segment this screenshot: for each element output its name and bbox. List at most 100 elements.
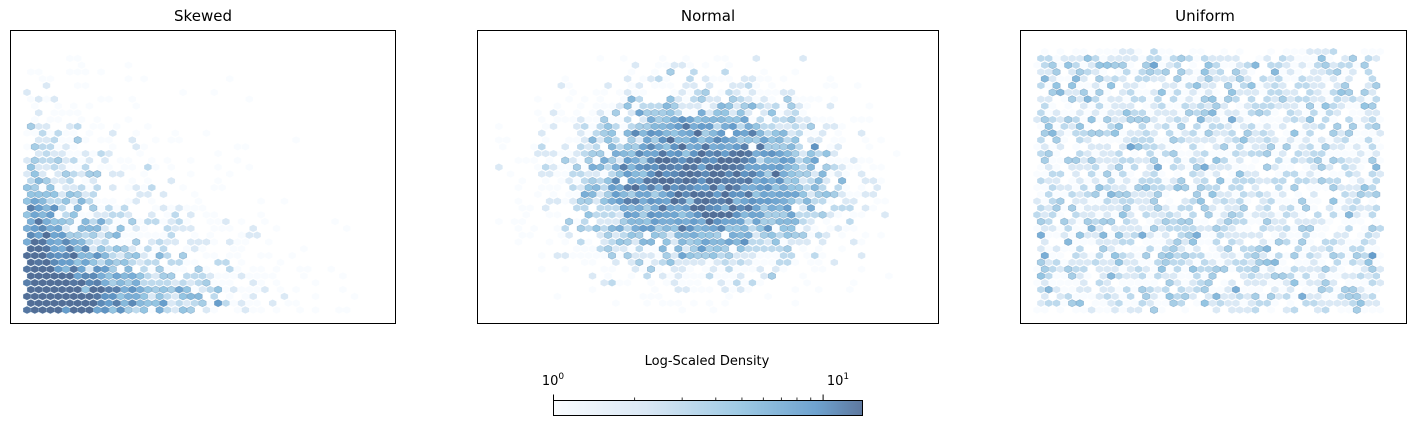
hexbin-cell — [1333, 149, 1342, 158]
hexbin-cell — [124, 224, 133, 233]
hexbin-cell — [1271, 190, 1279, 199]
hexbin-cell — [1275, 61, 1283, 69]
hexbin-cell — [128, 231, 137, 239]
hexbin-cell — [1216, 231, 1225, 239]
hexbin-cell — [799, 95, 807, 103]
hexbin-cell — [1232, 204, 1240, 212]
hexbin-cell — [163, 224, 172, 233]
hexbin-cell — [89, 149, 98, 158]
hexbin-cell — [764, 88, 772, 97]
hexbin-cell — [1173, 129, 1182, 137]
hexbin-cell — [1341, 299, 1349, 307]
hexbin-cell — [1228, 251, 1236, 260]
hexbin-cell — [1099, 231, 1108, 240]
hexbin-cell — [1033, 279, 1041, 287]
hexbin-cell — [650, 204, 659, 212]
hexbin-cell — [623, 210, 632, 219]
hexbin-cell — [42, 122, 51, 131]
hexbin-cell — [1064, 279, 1072, 287]
hexbin-cell — [1306, 129, 1314, 137]
hexbin-cell — [1099, 95, 1108, 103]
hexbin-cell — [144, 272, 152, 280]
hexbin-cell — [1208, 190, 1217, 199]
hexbin-cell — [109, 183, 117, 192]
hexbin-cell — [163, 156, 172, 165]
hexbin-cell — [654, 156, 663, 165]
hexbin-cell — [1352, 251, 1361, 260]
hexbin-cell — [226, 238, 234, 246]
hexbin-cell — [643, 149, 652, 158]
hexbin-cell — [767, 190, 776, 199]
hexbin-cell — [93, 251, 102, 260]
hexbin-cell — [670, 61, 679, 69]
hexbin-cell — [748, 265, 757, 273]
hexbin-cell — [1317, 136, 1326, 144]
hexbin-cell — [1173, 143, 1182, 151]
hexbin-cell — [666, 176, 675, 185]
hexbin-cell — [77, 238, 86, 246]
hexbin-cell — [1037, 163, 1045, 171]
hexbin-cell — [607, 197, 617, 206]
hexbin-cell — [818, 265, 827, 273]
hexbin-cell — [686, 265, 694, 273]
hexbin-cell — [834, 211, 842, 219]
hexbin-cell — [1048, 143, 1057, 151]
hexbin-cell — [1165, 129, 1174, 137]
hexbin-cell — [584, 238, 593, 246]
hexbin-cell — [1294, 245, 1303, 253]
hexbin-cell — [249, 265, 257, 273]
hexbin-cell — [1231, 285, 1240, 294]
hexbin-cell — [577, 143, 585, 151]
hexbin-cell — [1259, 265, 1267, 273]
hexbin-cell — [1107, 109, 1115, 117]
hexbin-cell — [682, 54, 690, 63]
hexbin-cell — [1247, 190, 1256, 199]
hexbin-cell — [577, 238, 585, 246]
hexbin-cell — [573, 217, 581, 226]
hexbin-cell — [838, 122, 846, 131]
hexbin-cell — [42, 95, 51, 103]
hexbin-cell — [1259, 129, 1267, 137]
hexbin-cell — [1294, 204, 1303, 212]
hexbin-cell — [1181, 129, 1189, 137]
hexbin-cell — [1064, 115, 1073, 124]
hexbin-cell — [1314, 279, 1322, 287]
hexbin-cell — [1134, 156, 1143, 165]
hexbin-cell — [1224, 258, 1232, 267]
hexbin-cell — [565, 217, 574, 226]
hexbin-cell — [1239, 177, 1248, 185]
hexbin-cell — [140, 251, 148, 260]
hexbin-cell — [752, 163, 761, 172]
hexbin-cell — [1349, 95, 1357, 103]
hexbin-cell — [1146, 177, 1154, 185]
hexbin-cell — [763, 142, 773, 151]
hexbin-cell — [658, 54, 667, 63]
hexbin-cell — [1317, 149, 1326, 158]
hexbin-cell — [1251, 88, 1260, 97]
hexbin-cell — [1185, 108, 1194, 117]
hexbin-cell — [1255, 177, 1264, 185]
hexbin-cell — [604, 149, 612, 158]
hexbin-cell — [674, 244, 683, 253]
hexbin-cell — [713, 163, 722, 172]
hexbin-cell — [1271, 231, 1279, 239]
hexbin-cell — [128, 285, 137, 294]
hexbin-cell — [1181, 306, 1189, 314]
hexbin-cell — [245, 272, 254, 280]
hexbin-cell — [1302, 258, 1310, 267]
hexbin-cell — [77, 115, 86, 124]
hexbin-cell — [1142, 170, 1150, 178]
hexbin-cell — [202, 251, 211, 260]
hexbin-cell — [187, 279, 195, 287]
hexbin-cell — [50, 244, 59, 253]
hexbin-cell — [662, 279, 671, 287]
hexbin-cell — [682, 285, 690, 294]
hexbin-cell — [202, 238, 211, 246]
hexbin-cell — [779, 183, 788, 192]
hexbin-cell — [596, 245, 605, 253]
hexbin-cell — [760, 217, 769, 226]
hexbin-cell — [1095, 211, 1104, 219]
hexbin-cell — [1056, 251, 1065, 260]
hexbin-cell — [1087, 156, 1096, 165]
hexbin-cell — [89, 272, 98, 280]
